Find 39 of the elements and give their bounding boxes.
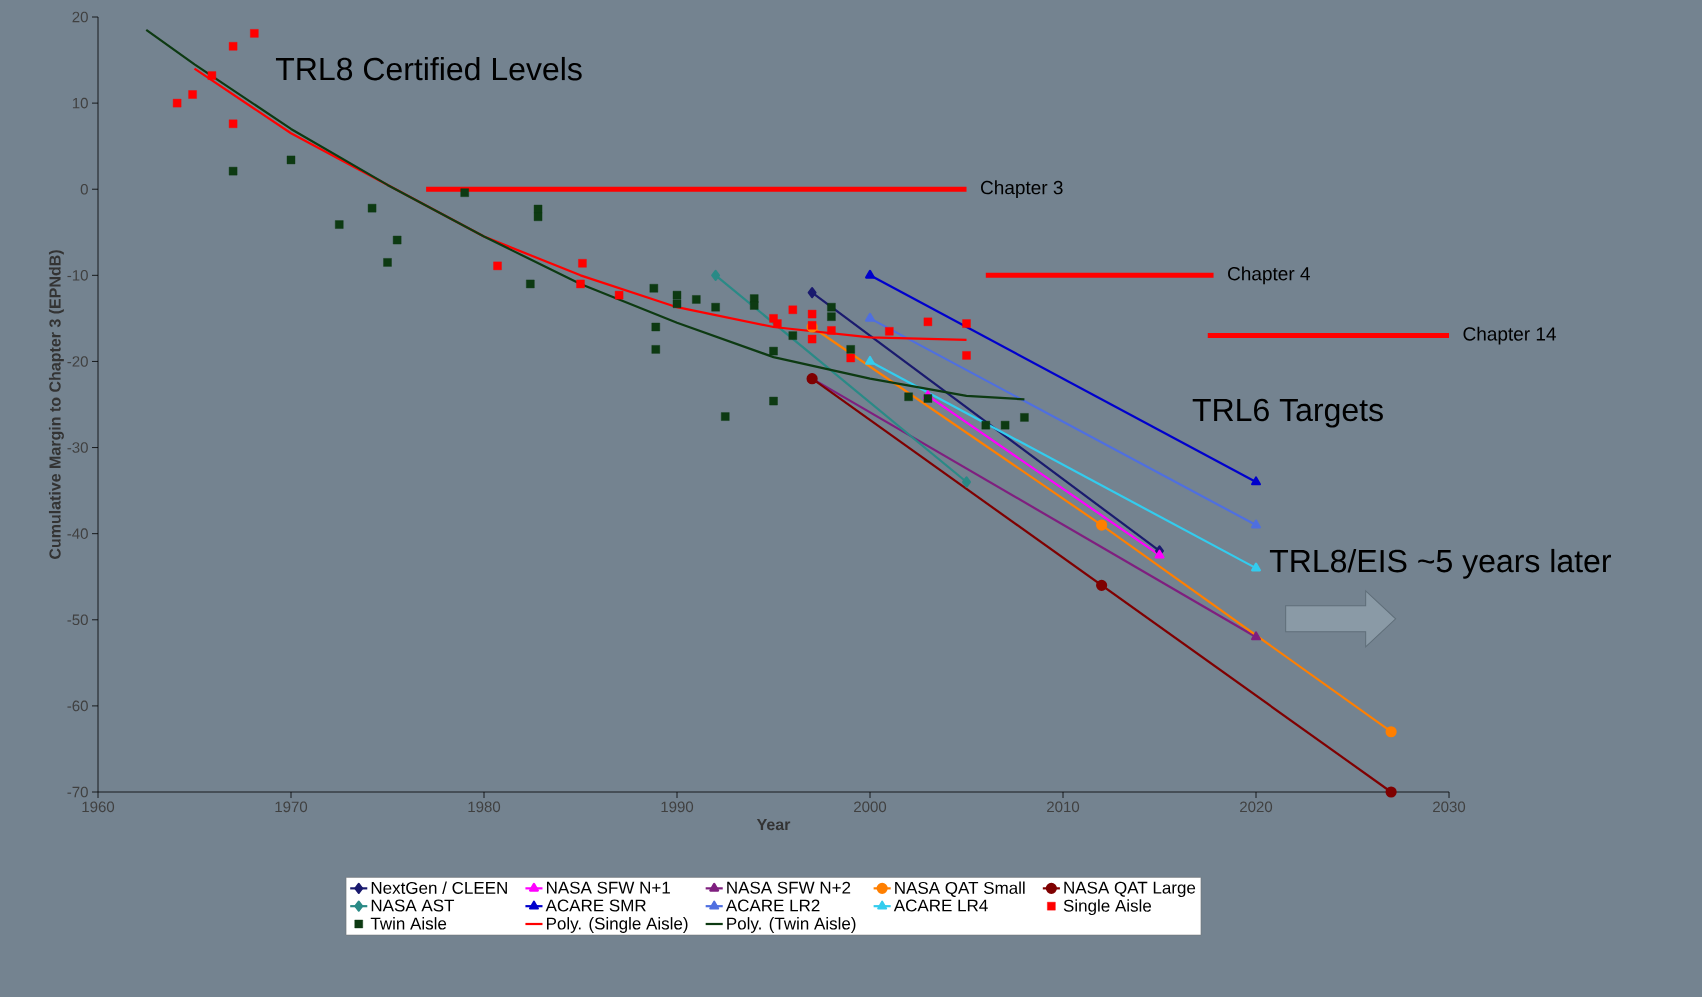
x-tick-label: 1980 bbox=[468, 801, 501, 813]
y-tick-label: 20 bbox=[72, 11, 88, 23]
annotation: TRL6 Targets bbox=[1192, 398, 1383, 428]
y-tick-label: -40 bbox=[67, 528, 88, 539]
legend-label: Poly. (Twin Aisle) bbox=[727, 917, 856, 933]
y-tick-label: -70 bbox=[67, 786, 88, 798]
legend-label: NASA QAT Small bbox=[895, 881, 1025, 897]
x-axis-title: Year bbox=[756, 819, 791, 831]
x-tick-label: 2020 bbox=[1240, 801, 1273, 813]
legend-label: ACARE LR4 bbox=[893, 899, 988, 912]
ref-line-label: Chapter 14 bbox=[1463, 326, 1556, 345]
ref-line-label: Chapter 3 bbox=[981, 180, 1063, 199]
legend-label: Single Aisle bbox=[1063, 899, 1152, 916]
legend-label: ACARE SMR bbox=[545, 899, 646, 912]
y-tick-label: -10 bbox=[67, 270, 88, 281]
y-tick-label: -50 bbox=[67, 614, 88, 626]
x-tick-label: 1990 bbox=[661, 801, 694, 813]
legend-label: NextGen / CLEEN bbox=[371, 881, 507, 894]
legend-label: Twin Aisle bbox=[370, 917, 447, 930]
legend-label: Poly. (Single Aisle) bbox=[546, 917, 688, 933]
legend-label: NASA SFW N+2 bbox=[727, 881, 851, 894]
legend-label: NASA AST bbox=[371, 899, 455, 912]
x-tick-label: 2030 bbox=[1433, 801, 1466, 813]
annotation: TRL8 Certified Levels bbox=[275, 56, 582, 81]
annotation: TRL8/EIS ~5 years later bbox=[1269, 548, 1611, 579]
y-tick-label: 10 bbox=[72, 97, 88, 109]
y-tick-label: -20 bbox=[67, 356, 88, 367]
y-tick-label: -60 bbox=[67, 700, 88, 712]
y-tick-label: 0 bbox=[80, 183, 88, 195]
y-axis-title: Cumulative Margin to Chapter 3 (EPNdB) bbox=[48, 250, 64, 559]
ref-line-label: Chapter 4 bbox=[1228, 266, 1310, 285]
x-tick-label: 2010 bbox=[1047, 801, 1080, 813]
x-tick-label: 2000 bbox=[854, 801, 887, 813]
x-tick-label: 1960 bbox=[82, 801, 115, 813]
legend-label: NASA QAT Large bbox=[1064, 881, 1196, 898]
legend-label: NASA SFW N+1 bbox=[546, 881, 670, 894]
x-tick-label: 1970 bbox=[275, 801, 308, 813]
y-tick-label: -30 bbox=[67, 442, 88, 453]
legend-label: ACARE LR2 bbox=[725, 899, 820, 912]
